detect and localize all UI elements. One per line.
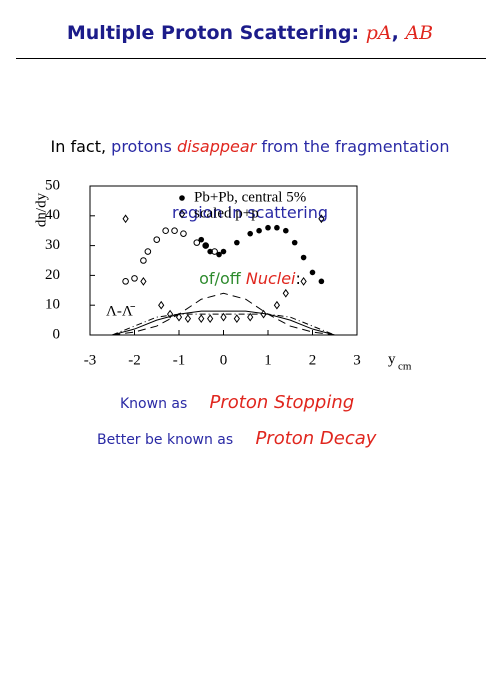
point xyxy=(131,275,138,282)
point xyxy=(184,314,192,323)
y-axis-label: dn/dy xyxy=(33,192,49,227)
intro-line: region in scattering xyxy=(171,203,328,222)
point xyxy=(153,236,161,243)
point xyxy=(207,314,214,323)
point xyxy=(318,214,325,224)
text: protons xyxy=(111,137,177,156)
x-tick-label: 1 xyxy=(264,352,272,368)
title-sep: , xyxy=(391,22,406,44)
point xyxy=(162,227,169,235)
legend-label: Pb+Pb, central 5% xyxy=(194,189,306,205)
point xyxy=(193,239,201,246)
text: of/off xyxy=(199,269,246,288)
intro-line: In fact, protons disappear from the frag… xyxy=(0,136,500,158)
point xyxy=(140,276,147,286)
point xyxy=(122,214,129,224)
text: Known as xyxy=(120,396,188,412)
point xyxy=(265,224,271,231)
curve xyxy=(112,313,335,336)
x-tick-label: -1 xyxy=(173,352,186,368)
y-tick-label: 40 xyxy=(45,207,60,223)
intro: In fact, protons disappear from the frag… xyxy=(0,92,500,334)
x-tick-label: 3 xyxy=(353,352,361,368)
text: Proton Decay xyxy=(255,428,377,449)
x-tick-label: -2 xyxy=(128,352,141,368)
text: In fact, xyxy=(50,137,112,156)
point xyxy=(166,309,174,319)
footer-line: Known as Proton Stopping xyxy=(120,392,354,413)
annotation: Λ-Λ̄ xyxy=(106,303,136,319)
intro-line: of/off Nuclei: xyxy=(0,268,500,290)
text: Nuclei xyxy=(245,269,296,288)
y-tick-label: 20 xyxy=(45,267,60,283)
point xyxy=(274,224,280,231)
x-axis-label: y xyxy=(388,351,396,367)
y-tick-label: 50 xyxy=(45,177,60,193)
point xyxy=(198,236,205,243)
y-tick-label: 30 xyxy=(45,237,60,253)
point xyxy=(309,269,316,276)
point xyxy=(175,312,183,322)
point xyxy=(220,312,227,322)
curve xyxy=(112,310,335,336)
point xyxy=(211,248,218,255)
point xyxy=(180,230,187,237)
title-text: Multiple Proton Scattering: xyxy=(66,22,366,44)
point xyxy=(247,312,254,322)
point xyxy=(291,239,298,246)
text: disappear xyxy=(176,137,257,156)
point xyxy=(300,276,307,286)
legend-marker xyxy=(178,209,186,219)
point xyxy=(122,278,129,285)
title-pa: pA xyxy=(365,22,392,44)
point xyxy=(234,239,240,246)
point xyxy=(144,248,152,255)
point xyxy=(207,248,213,255)
point xyxy=(247,230,253,237)
text: : xyxy=(295,269,301,288)
y-tick-label: 0 xyxy=(53,326,61,342)
legend-label: scaled p+p xyxy=(194,205,259,221)
point xyxy=(300,254,307,261)
y-tick-label: 10 xyxy=(45,297,60,313)
text: Better be known as xyxy=(97,432,234,448)
title-rule xyxy=(16,58,486,59)
point xyxy=(198,314,205,323)
point xyxy=(202,242,209,249)
point xyxy=(140,257,147,264)
x-tick-label: 0 xyxy=(220,352,228,368)
x-axis-label-sub: cm xyxy=(398,361,412,373)
point xyxy=(171,227,178,235)
point xyxy=(256,227,262,234)
point xyxy=(282,288,289,298)
point xyxy=(273,300,281,310)
legend-marker xyxy=(179,195,185,201)
footer-line: Better be known as Proton Decay xyxy=(97,428,376,449)
point xyxy=(202,242,209,249)
point xyxy=(220,248,227,255)
curve xyxy=(112,292,335,336)
x-tick-label: -3 xyxy=(84,352,97,368)
x-tick-label: 2 xyxy=(309,352,317,368)
point xyxy=(233,314,240,323)
title-ab: AB xyxy=(405,22,434,44)
chart: dn/dy y cm Λ-Λ̄ 0 10 20 30 40 50 -3 -2 -1 0 1 2 3 Pb+… xyxy=(33,177,412,373)
point xyxy=(216,251,222,258)
point xyxy=(283,227,289,234)
text: from the fragmentation xyxy=(256,137,450,156)
text: Proton Stopping xyxy=(209,392,355,413)
title: Multiple Proton Scattering: pA, AB xyxy=(0,22,500,44)
point xyxy=(318,278,325,285)
point xyxy=(158,300,165,310)
